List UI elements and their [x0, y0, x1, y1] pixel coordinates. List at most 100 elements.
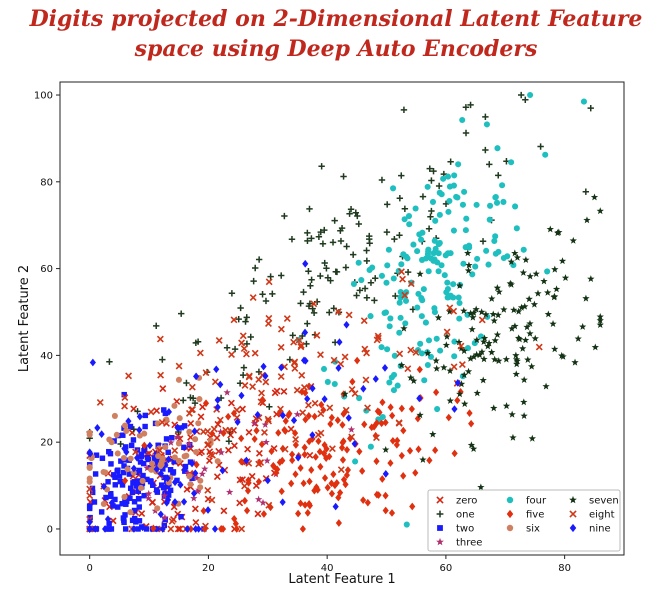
- point-seven: [410, 377, 418, 384]
- point-four: [379, 413, 386, 421]
- point-seven: [583, 216, 591, 224]
- point-seven: [508, 324, 516, 332]
- point-four: [404, 255, 411, 262]
- point-nine: [123, 448, 130, 456]
- point-nine: [454, 379, 461, 387]
- point-seven: [433, 364, 441, 372]
- point-seven: [480, 334, 489, 342]
- point-three: [190, 494, 198, 502]
- point-eight: [317, 410, 325, 418]
- point-two: [112, 496, 118, 503]
- point-eight: [241, 381, 249, 389]
- point-seven: [596, 321, 604, 329]
- point-seven: [484, 342, 492, 350]
- legend-marker-four: [506, 496, 514, 504]
- point-four: [385, 246, 392, 253]
- legend-label-eight: eight: [589, 510, 615, 521]
- point-two: [137, 459, 144, 465]
- point-four: [425, 337, 433, 344]
- point-five: [344, 466, 352, 474]
- point-four: [434, 406, 441, 413]
- point-seven: [591, 343, 599, 351]
- point-seven: [468, 325, 476, 333]
- point-zero: [273, 387, 281, 395]
- point-one: [400, 106, 408, 114]
- legend-marker-eight: [569, 510, 577, 518]
- point-one: [304, 237, 311, 245]
- point-five: [238, 434, 245, 443]
- x-axis-label: Latent Feature 1: [288, 572, 395, 587]
- point-seven: [493, 284, 502, 292]
- point-seven: [521, 302, 529, 310]
- point-one: [299, 332, 306, 340]
- point-two: [116, 473, 123, 479]
- point-two: [140, 472, 146, 479]
- point-one: [378, 176, 386, 184]
- point-one: [396, 232, 403, 239]
- point-four: [417, 340, 424, 347]
- point-one: [517, 91, 525, 99]
- point-eight: [215, 336, 223, 344]
- y-tick-label: 60: [40, 264, 53, 275]
- point-one: [462, 104, 470, 111]
- point-eight: [299, 409, 307, 417]
- point-five: [454, 396, 461, 405]
- point-seven: [465, 261, 473, 269]
- point-one: [177, 310, 185, 317]
- point-zero: [306, 451, 314, 459]
- point-two: [130, 480, 136, 486]
- point-seven: [457, 380, 466, 388]
- point-six: [149, 460, 156, 467]
- point-two: [174, 477, 180, 484]
- point-nine: [134, 454, 141, 462]
- point-four: [415, 290, 422, 297]
- point-two: [150, 482, 156, 488]
- point-five: [302, 501, 309, 509]
- point-four: [382, 309, 390, 316]
- point-five: [201, 525, 208, 533]
- point-three: [160, 491, 169, 499]
- point-two: [154, 526, 161, 532]
- point-four: [331, 380, 338, 388]
- point-eight: [364, 404, 371, 412]
- point-four: [414, 304, 421, 311]
- point-five: [334, 416, 341, 425]
- point-seven: [522, 256, 530, 264]
- point-nine: [451, 405, 458, 413]
- point-four: [387, 315, 394, 322]
- point-nine: [295, 453, 302, 462]
- point-four: [390, 185, 397, 192]
- point-seven: [488, 348, 496, 356]
- point-five: [389, 436, 396, 445]
- y-tick-label: 0: [47, 524, 53, 535]
- point-five: [253, 426, 260, 435]
- point-eight: [277, 373, 285, 381]
- point-six: [127, 509, 134, 516]
- point-eight: [446, 304, 454, 312]
- point-five: [337, 488, 344, 497]
- point-six: [86, 429, 93, 436]
- point-three: [193, 474, 201, 482]
- point-six: [176, 415, 183, 422]
- point-six: [175, 440, 182, 447]
- point-nine: [101, 525, 109, 533]
- point-four: [483, 247, 490, 254]
- point-nine: [171, 478, 179, 487]
- point-nine: [321, 395, 328, 403]
- point-one: [442, 200, 450, 208]
- point-one: [240, 364, 248, 371]
- point-eight: [156, 335, 164, 343]
- point-nine: [234, 418, 241, 426]
- point-nine: [139, 523, 146, 532]
- point-nine: [165, 408, 172, 416]
- point-five: [359, 467, 366, 475]
- point-eight: [211, 378, 219, 386]
- point-two: [161, 522, 167, 529]
- point-three: [174, 433, 182, 441]
- point-eight: [277, 343, 285, 351]
- point-seven: [475, 351, 484, 359]
- point-six: [108, 439, 115, 446]
- point-four: [390, 371, 398, 378]
- point-nine: [108, 499, 115, 507]
- point-five: [445, 413, 452, 422]
